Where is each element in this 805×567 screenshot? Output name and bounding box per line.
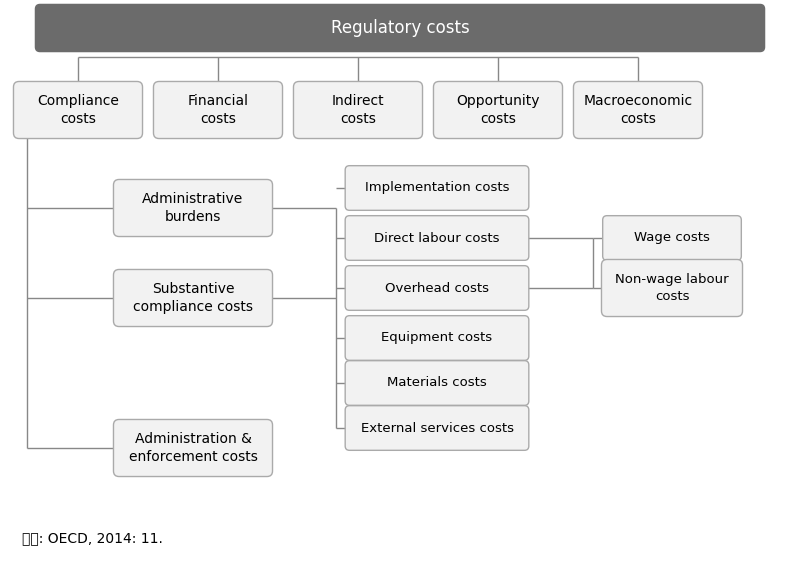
FancyBboxPatch shape <box>345 316 529 360</box>
FancyBboxPatch shape <box>14 82 142 138</box>
FancyBboxPatch shape <box>114 269 273 327</box>
Text: Implementation costs: Implementation costs <box>365 181 510 194</box>
FancyBboxPatch shape <box>601 260 742 316</box>
FancyBboxPatch shape <box>345 166 529 210</box>
Text: Overhead costs: Overhead costs <box>385 281 489 294</box>
FancyBboxPatch shape <box>114 420 273 476</box>
Text: Regulatory costs: Regulatory costs <box>331 19 469 37</box>
FancyBboxPatch shape <box>35 5 765 52</box>
Text: Equipment costs: Equipment costs <box>382 332 493 345</box>
Text: External services costs: External services costs <box>361 421 514 434</box>
Text: Wage costs: Wage costs <box>634 231 710 244</box>
Text: Direct labour costs: Direct labour costs <box>374 231 500 244</box>
Text: Materials costs: Materials costs <box>387 376 487 390</box>
FancyBboxPatch shape <box>345 266 529 310</box>
Text: Administrative
burdens: Administrative burdens <box>142 192 244 224</box>
FancyBboxPatch shape <box>154 82 283 138</box>
FancyBboxPatch shape <box>433 82 563 138</box>
Text: Indirect
costs: Indirect costs <box>332 94 384 126</box>
Text: Administration &
enforcement costs: Administration & enforcement costs <box>129 432 258 464</box>
Text: Non-wage labour
costs: Non-wage labour costs <box>615 273 729 303</box>
Text: 자료: OECD, 2014: 11.: 자료: OECD, 2014: 11. <box>22 531 163 545</box>
FancyBboxPatch shape <box>345 215 529 260</box>
FancyBboxPatch shape <box>345 361 529 405</box>
FancyBboxPatch shape <box>114 180 273 236</box>
Text: Compliance
costs: Compliance costs <box>37 94 119 126</box>
FancyBboxPatch shape <box>294 82 423 138</box>
Text: Financial
costs: Financial costs <box>188 94 249 126</box>
FancyBboxPatch shape <box>603 215 741 260</box>
Text: Macroeconomic
costs: Macroeconomic costs <box>584 94 692 126</box>
Text: Substantive
compliance costs: Substantive compliance costs <box>133 282 253 314</box>
FancyBboxPatch shape <box>345 405 529 450</box>
Text: Opportunity
costs: Opportunity costs <box>456 94 539 126</box>
FancyBboxPatch shape <box>573 82 703 138</box>
